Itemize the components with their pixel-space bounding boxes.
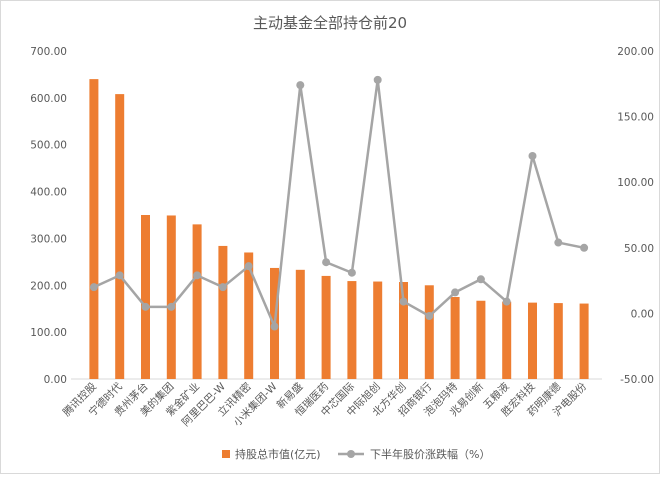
line-point <box>322 258 331 267</box>
line-point <box>115 271 124 280</box>
x-axis: 腾讯控股宁德时代贵州茅台美的集团紫金矿业阿里巴巴-W立讯精密小米集团-W新易盛恒… <box>60 378 602 429</box>
series-line <box>93 78 585 328</box>
y-right-tick-label: 50.00 <box>624 243 654 255</box>
y-left-tick-label: 400.00 <box>30 187 67 199</box>
y-right-tick-label: -50.00 <box>620 374 654 386</box>
bar <box>373 281 383 379</box>
bar <box>141 215 150 379</box>
y-left-tick-label: 600.00 <box>30 93 67 105</box>
legend: 持股总市值(亿元) 下半年股价涨跌幅（%） <box>222 447 490 461</box>
bar <box>192 224 202 379</box>
legend-label-bar: 持股总市值(亿元) <box>235 447 321 461</box>
line-point <box>270 322 279 331</box>
line-point <box>347 268 356 277</box>
y-axis-right: -50.00 0.00 50.00 100.00 150.00 200.00 <box>617 46 654 386</box>
line-point <box>502 297 511 306</box>
line-point <box>167 302 176 311</box>
line-point <box>399 297 408 306</box>
y-left-tick-label: 100.00 <box>30 327 67 339</box>
y-left-tick-label: 200.00 <box>30 280 67 292</box>
bar <box>89 79 99 379</box>
legend-swatch-bar <box>222 450 230 458</box>
bar <box>553 303 563 379</box>
bar <box>347 281 357 379</box>
bar <box>115 94 125 379</box>
bar <box>579 303 589 379</box>
line-point <box>580 243 589 252</box>
line-series <box>89 75 589 331</box>
y-axis-left: 0.00 100.00 200.00 300.00 400.00 500.00 600.00… <box>30 46 67 386</box>
line-point <box>89 283 98 292</box>
line-point <box>193 271 202 280</box>
bar <box>244 252 254 379</box>
line-point <box>451 288 460 297</box>
y-right-tick-label: 200.00 <box>617 46 654 58</box>
y-left-tick-label: 300.00 <box>30 233 67 245</box>
bar <box>295 269 305 379</box>
line-point <box>244 262 253 271</box>
bar <box>424 285 434 379</box>
line-point <box>476 275 485 284</box>
line-point <box>373 75 382 84</box>
bar-series <box>89 79 589 379</box>
bar <box>502 301 512 379</box>
y-left-tick-label: 0.00 <box>44 374 67 386</box>
chart-title: 主动基金全部持仓前20 <box>253 14 407 32</box>
line-point <box>141 302 150 311</box>
bar <box>399 282 408 379</box>
line-point <box>218 283 227 292</box>
bar <box>450 297 460 379</box>
bar <box>321 275 331 379</box>
line-point <box>296 81 305 90</box>
y-right-tick-label: 150.00 <box>617 112 654 124</box>
y-right-tick-label: 0.00 <box>631 308 654 320</box>
line-point <box>554 238 563 247</box>
bar <box>528 302 537 379</box>
y-left-tick-label: 500.00 <box>30 140 67 152</box>
legend-label-line: 下半年股价涨跌幅（%） <box>370 447 490 461</box>
line-point <box>425 312 434 321</box>
bar <box>166 215 176 379</box>
bar <box>218 245 228 379</box>
y-left-tick-label: 700.00 <box>30 46 67 58</box>
legend-swatch-marker <box>347 450 355 458</box>
line-point <box>528 151 537 160</box>
bar <box>476 300 486 379</box>
y-right-tick-label: 100.00 <box>617 177 654 189</box>
